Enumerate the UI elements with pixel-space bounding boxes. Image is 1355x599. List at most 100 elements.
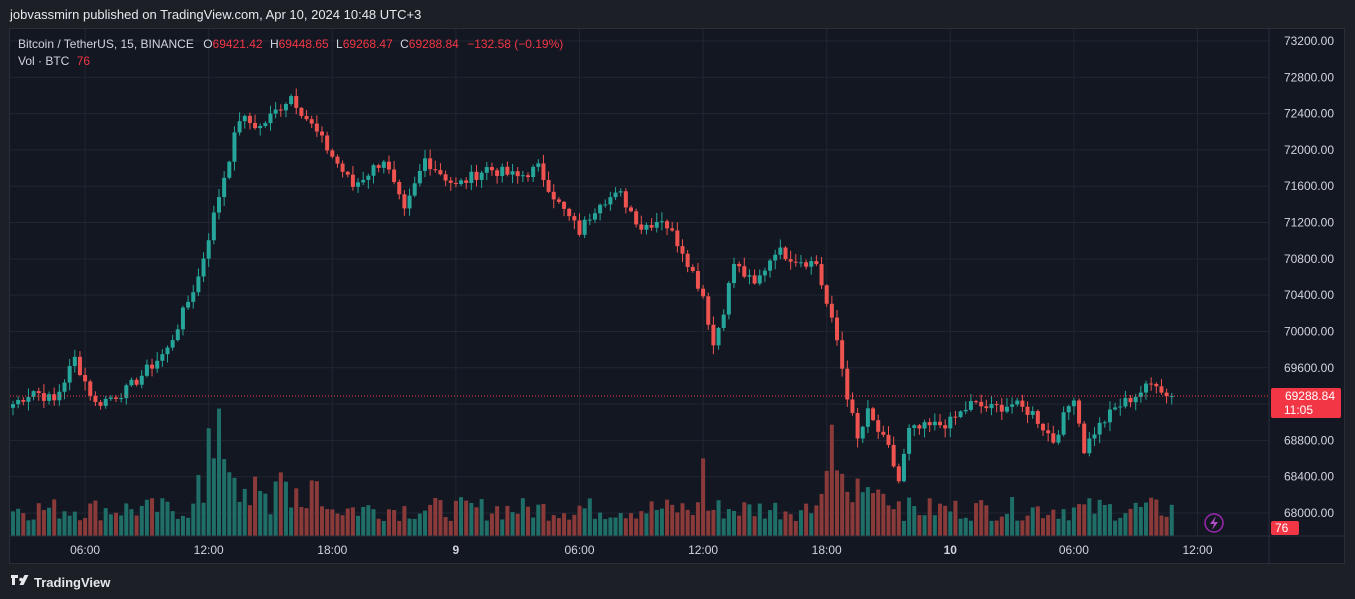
candle-body	[809, 261, 814, 267]
candle-body	[793, 261, 798, 263]
candle-body	[366, 175, 371, 180]
symbol-label[interactable]: Bitcoin / TetherUS, 15, BINANCE	[18, 37, 194, 51]
footer-brand[interactable]: TradingView	[10, 572, 110, 592]
candle-body	[943, 425, 948, 429]
candle-body	[1164, 392, 1169, 397]
candle-body	[217, 197, 221, 213]
volume-bar	[732, 510, 736, 536]
candle-body	[1107, 409, 1112, 423]
volume-bar	[124, 503, 129, 536]
candle-body	[330, 150, 335, 157]
volume-bar	[984, 505, 989, 536]
volume-bar	[253, 476, 258, 536]
candlestick-chart[interactable]: 68000.0068400.0068800.0069200.0069600.00…	[9, 28, 1345, 564]
candle-body	[392, 169, 397, 183]
volume-bar	[809, 513, 814, 536]
volume-bar	[804, 503, 809, 536]
lightning-icon[interactable]	[1204, 513, 1224, 533]
volume-bar	[726, 509, 731, 536]
volume-bar	[618, 513, 623, 536]
candle-body	[1035, 411, 1040, 424]
volume-bar	[716, 500, 721, 536]
candle-body	[67, 366, 72, 383]
time-tick-label: 06:00	[1059, 543, 1089, 557]
price-tick-label: 68000.00	[1284, 506, 1334, 520]
candle-body	[155, 360, 160, 369]
candle-body	[567, 208, 572, 217]
candle-body	[726, 283, 731, 315]
candle-body	[443, 174, 448, 181]
volume-bar	[1133, 502, 1138, 536]
candle-body	[938, 421, 942, 426]
volume-bar	[103, 508, 108, 536]
candle-body	[253, 123, 258, 129]
candle-body	[695, 270, 700, 289]
candle-body	[124, 385, 129, 399]
volume-bar	[963, 517, 968, 536]
volume-bar	[57, 518, 62, 536]
candle-body	[247, 115, 252, 124]
candle-body	[670, 228, 675, 231]
high-value: 69448.65	[278, 37, 329, 51]
volume-bar	[778, 519, 783, 536]
candle-body	[263, 123, 268, 127]
volume-bar	[407, 518, 412, 536]
volume-bar	[1046, 514, 1051, 536]
volume-bar	[258, 490, 263, 536]
candle-body	[1025, 406, 1030, 415]
candle-body	[680, 246, 685, 254]
candle-body	[654, 221, 659, 228]
candle-body	[1041, 423, 1045, 431]
candle-body	[932, 421, 937, 426]
candle-body	[345, 171, 350, 175]
candle-body	[98, 402, 103, 406]
volume-bar	[134, 515, 139, 536]
candle-body	[634, 211, 639, 225]
candle-body	[62, 382, 67, 392]
volume-bar	[11, 511, 15, 536]
candle-body	[325, 135, 330, 151]
volume-bar	[417, 513, 422, 536]
candle-body	[16, 399, 21, 405]
volume-bar	[1051, 509, 1056, 536]
chart-frame[interactable]	[9, 28, 1345, 564]
candle-body	[371, 165, 376, 176]
volume-bar	[1169, 504, 1174, 536]
candle-body	[258, 126, 263, 129]
volume-label[interactable]: Vol · BTC	[18, 54, 70, 68]
price-tick-label: 70000.00	[1284, 324, 1334, 338]
candle-body	[922, 422, 927, 429]
volume-bar	[330, 509, 335, 536]
candle-body	[907, 427, 912, 454]
chart-legend: Bitcoin / TetherUS, 15, BINANCE O69421.4…	[18, 36, 563, 70]
volume-bar	[114, 512, 118, 536]
candle-body	[160, 354, 165, 361]
candle-body	[1020, 400, 1025, 407]
candle-body	[57, 391, 62, 401]
candle-body	[798, 262, 803, 264]
candle-body	[433, 169, 438, 171]
volume-bar	[41, 510, 46, 536]
tradingview-logo-icon	[11, 575, 29, 585]
volume-bar	[665, 499, 670, 536]
candle-body	[958, 411, 963, 418]
volume-bar	[639, 511, 644, 536]
volume-bar	[1015, 520, 1020, 536]
volume-bar	[706, 510, 711, 536]
volume-bar	[361, 506, 366, 536]
candle-body	[562, 201, 567, 209]
volume-bar	[1128, 508, 1133, 536]
candle-body	[1138, 392, 1143, 397]
candle-body	[72, 356, 77, 367]
volume-bar	[474, 507, 479, 536]
candle-body	[314, 123, 319, 132]
volume-bar	[850, 502, 855, 536]
volume-bar	[793, 520, 798, 536]
volume-bar	[551, 515, 556, 536]
candle-body	[963, 409, 968, 412]
candle-body	[170, 340, 175, 348]
volume-bar	[896, 501, 901, 536]
candle-body	[41, 393, 46, 401]
candle-body	[1082, 423, 1087, 454]
candle-body	[1077, 400, 1082, 424]
